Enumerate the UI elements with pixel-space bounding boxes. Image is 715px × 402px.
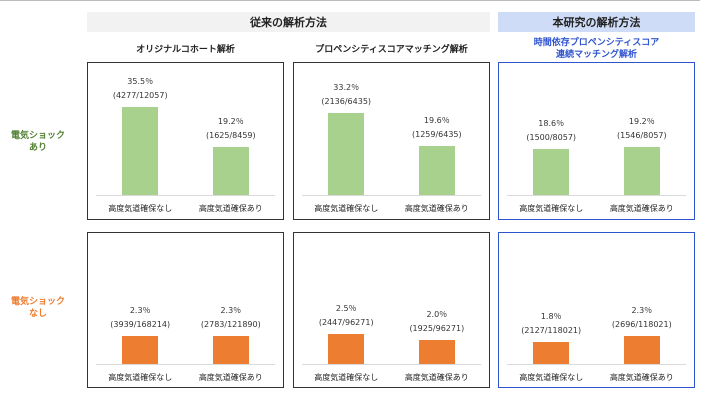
axis-baseline (507, 364, 686, 365)
bar (418, 146, 455, 195)
category-label: 高度気道確保あり (404, 204, 469, 213)
count-label: (1925/96271) (409, 323, 465, 333)
axis-baseline (302, 364, 481, 365)
row-label-shock: 電気ショック あり (8, 130, 68, 154)
value-label: 2.3％ (220, 305, 242, 315)
category-label: 高度気道確保なし (519, 373, 584, 382)
top-divider (0, 0, 700, 1)
value-label: 1.8％ (540, 312, 562, 322)
chart-panel: 35.5％ (4277/12057) 高度気道確保なし 19.2％ (1625/8459… (87, 62, 284, 220)
category-label: 高度気道確保なし (108, 373, 173, 382)
bar (212, 335, 249, 364)
bar (623, 335, 660, 364)
axis-baseline (507, 195, 686, 196)
value-label: 2.3％ (631, 305, 653, 315)
count-label: (2136/6435) (321, 96, 372, 106)
method-title-line: オリジナルコホート解析 (136, 45, 235, 55)
axis-baseline (302, 195, 481, 196)
method-title: オリジナルコホート解析 (87, 44, 284, 56)
value-label: 18.6％ (538, 118, 565, 128)
method-title: 時間依存プロペンシティスコア 連続マッチング解析 (498, 37, 695, 61)
chart-panel: 2.5％ (2447/96271) 高度気道確保なし 2.0％ (1925/96271)… (293, 232, 490, 388)
row-label-line: 電気ショック (10, 131, 65, 141)
method-title-line: 連続マッチング解析 (555, 50, 637, 60)
value-label: 2.5％ (335, 303, 357, 313)
bar (623, 147, 660, 195)
category-label: 高度気道確保あり (404, 373, 469, 382)
category-label: 高度気道確保あり (609, 373, 674, 382)
count-label: (2696/118021) (611, 319, 672, 329)
axis-baseline (96, 364, 275, 365)
category-label: 高度気道確保なし (314, 373, 379, 382)
category-label: 高度気道確保なし (108, 204, 173, 213)
chart-panel: 18.6％ (1500/8057) 高度気道確保なし 19.2％ (1546/8057)… (498, 62, 695, 220)
row-label-line: あり (28, 143, 47, 153)
value-label: 2.3％ (129, 305, 151, 315)
chart-panel: 2.3％ (3939/168214) 高度気道確保なし 2.3％ (2783/12189… (87, 232, 284, 388)
count-label: (3939/168214) (110, 319, 171, 329)
row-label-no-shock: 電気ショック なし (8, 296, 68, 320)
count-label: (4277/12057) (112, 90, 168, 100)
count-label: (2783/121890) (200, 319, 261, 329)
chart-panel: 33.2％ (2136/6435) 高度気道確保なし 19.6％ (1259/6435)… (293, 62, 490, 220)
row-label-line: なし (28, 309, 47, 319)
count-label: (1625/8459) (205, 131, 256, 141)
count-label: (2127/118021) (521, 326, 582, 336)
bar (328, 333, 365, 364)
chart-panel: 1.8％ (2127/118021) 高度気道確保なし 2.3％ (2696/11802… (498, 232, 695, 388)
value-label: 19.2％ (628, 117, 655, 127)
bar (122, 106, 159, 195)
bar (328, 112, 365, 195)
value-label: 19.6％ (423, 116, 450, 126)
count-label: (2447/96271) (318, 317, 374, 327)
count-label: (1546/8057) (616, 131, 667, 141)
row-label-line: 電気ショック (10, 297, 65, 307)
category-label: 高度気道確保あり (198, 373, 263, 382)
bar (122, 335, 159, 364)
bar (418, 339, 455, 364)
bar (533, 148, 570, 195)
count-label: (1500/8057) (526, 132, 577, 142)
axis-baseline (96, 195, 275, 196)
value-label: 35.5％ (127, 76, 154, 86)
category-label: 高度気道確保あり (198, 204, 263, 213)
value-label: 2.0％ (426, 309, 448, 319)
method-title-line: 時間依存プロペンシティスコア (533, 38, 660, 48)
count-label: (1259/6435) (411, 130, 462, 140)
value-label: 33.2％ (333, 82, 360, 92)
bar (212, 147, 249, 195)
conventional-methods-header: 従来の解析方法 (87, 12, 490, 32)
method-title: プロペンシティスコアマッチング解析 (293, 44, 490, 56)
category-label: 高度気道確保なし (519, 204, 584, 213)
category-label: 高度気道確保あり (609, 204, 674, 213)
category-label: 高度気道確保なし (314, 204, 379, 213)
value-label: 19.2％ (217, 117, 244, 127)
proposed-method-header: 本研究の解析方法 (498, 12, 695, 32)
method-title-line: プロペンシティスコアマッチング解析 (315, 45, 468, 55)
bar (533, 342, 570, 364)
